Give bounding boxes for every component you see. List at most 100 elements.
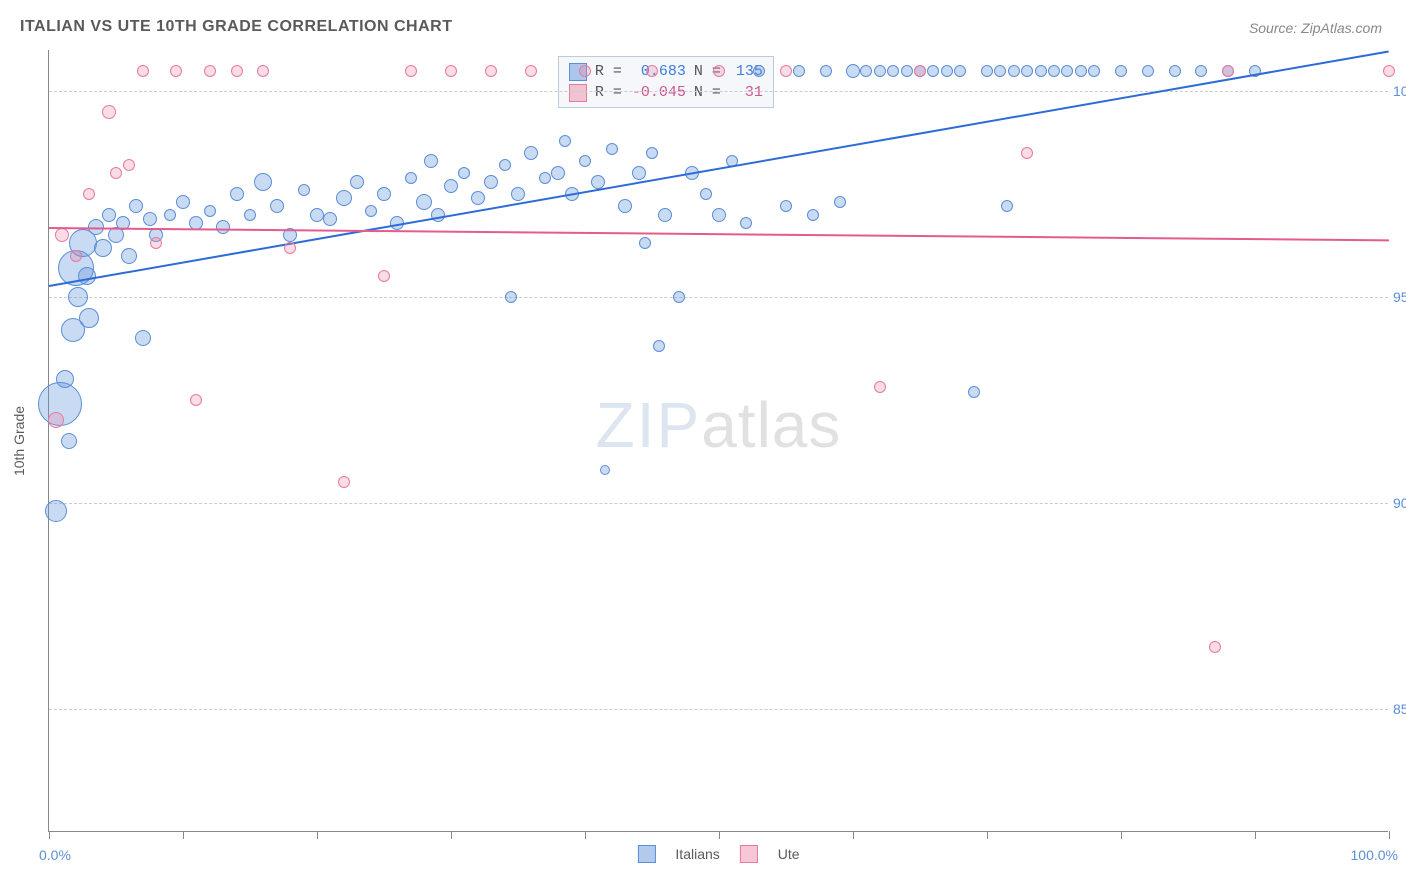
data-point xyxy=(444,179,458,193)
gridline xyxy=(49,91,1388,92)
data-point xyxy=(639,237,651,249)
data-point xyxy=(591,175,605,189)
watermark-zip: ZIP xyxy=(596,389,702,461)
data-point xyxy=(336,190,352,206)
source-attribution: Source: ZipAtlas.com xyxy=(1249,20,1382,36)
data-point xyxy=(405,65,417,77)
y-tick-label: 100.0% xyxy=(1393,83,1406,99)
data-point xyxy=(350,175,364,189)
data-point xyxy=(230,187,244,201)
data-point xyxy=(484,175,498,189)
x-tick xyxy=(451,831,452,839)
data-point xyxy=(284,242,296,254)
data-point xyxy=(901,65,913,77)
data-point xyxy=(941,65,953,77)
data-point xyxy=(102,208,116,222)
data-point xyxy=(79,308,99,328)
trend-line xyxy=(49,227,1389,241)
data-point xyxy=(673,291,685,303)
data-point xyxy=(700,188,712,200)
data-point xyxy=(123,159,135,171)
data-point xyxy=(405,172,417,184)
data-point xyxy=(606,143,618,155)
legend-swatch xyxy=(637,845,655,863)
x-tick xyxy=(49,831,50,839)
legend-row: R =-0.045N =31 xyxy=(569,82,763,103)
data-point xyxy=(110,167,122,179)
data-point xyxy=(254,173,272,191)
data-point xyxy=(378,270,390,282)
data-point xyxy=(874,381,886,393)
chart-title: ITALIAN VS UTE 10TH GRADE CORRELATION CH… xyxy=(20,18,452,36)
data-point xyxy=(216,220,230,234)
series-legend: Italians Ute xyxy=(637,845,799,863)
data-point xyxy=(793,65,805,77)
data-point xyxy=(190,394,202,406)
legend-label: Italians xyxy=(675,846,719,862)
correlation-legend: R =0.683N =135R =-0.045N =31 xyxy=(558,56,774,108)
legend-r-value: -0.045 xyxy=(630,82,686,103)
data-point xyxy=(244,209,256,221)
x-tick xyxy=(1121,831,1122,839)
data-point xyxy=(559,135,571,147)
data-point xyxy=(780,200,792,212)
data-point xyxy=(471,191,485,205)
data-point xyxy=(653,340,665,352)
data-point xyxy=(914,65,926,77)
data-point xyxy=(646,147,658,159)
legend-r-label: R = xyxy=(595,61,622,82)
data-point xyxy=(56,370,74,388)
x-tick xyxy=(1255,831,1256,839)
data-point xyxy=(1142,65,1154,77)
data-point xyxy=(458,167,470,179)
y-tick-label: 85.0% xyxy=(1393,701,1406,717)
data-point xyxy=(204,205,216,217)
legend-row: R =0.683N =135 xyxy=(569,61,763,82)
data-point xyxy=(807,209,819,221)
data-point xyxy=(954,65,966,77)
legend-swatch xyxy=(569,84,587,102)
data-point xyxy=(68,287,88,307)
data-point xyxy=(61,433,77,449)
legend-swatch xyxy=(740,845,758,863)
data-point xyxy=(874,65,886,77)
data-point xyxy=(1383,65,1395,77)
data-point xyxy=(102,105,116,119)
watermark-atlas: atlas xyxy=(701,389,841,461)
data-point xyxy=(129,199,143,213)
data-point xyxy=(323,212,337,226)
watermark: ZIPatlas xyxy=(596,388,842,462)
data-point xyxy=(539,172,551,184)
data-point xyxy=(150,237,162,249)
data-point xyxy=(618,199,632,213)
data-point xyxy=(1169,65,1181,77)
data-point xyxy=(525,65,537,77)
data-point xyxy=(121,248,137,264)
x-tick xyxy=(853,831,854,839)
x-tick xyxy=(987,831,988,839)
data-point xyxy=(365,205,377,217)
data-point xyxy=(713,65,725,77)
legend-label: Ute xyxy=(778,846,800,862)
data-point xyxy=(968,386,980,398)
data-point xyxy=(1048,65,1060,77)
y-axis-title: 10th Grade xyxy=(11,405,27,475)
data-point xyxy=(1075,65,1087,77)
data-point xyxy=(94,239,112,257)
data-point xyxy=(753,65,765,77)
data-point xyxy=(135,330,151,346)
data-point xyxy=(834,196,846,208)
data-point xyxy=(600,465,610,475)
data-point xyxy=(70,250,82,262)
data-point xyxy=(48,412,64,428)
data-point xyxy=(927,65,939,77)
data-point xyxy=(204,65,216,77)
data-point xyxy=(231,65,243,77)
data-point xyxy=(505,291,517,303)
data-point xyxy=(298,184,310,196)
data-point xyxy=(55,228,69,242)
data-point xyxy=(485,65,497,77)
data-point xyxy=(1222,65,1234,77)
data-point xyxy=(712,208,726,222)
data-point xyxy=(176,195,190,209)
